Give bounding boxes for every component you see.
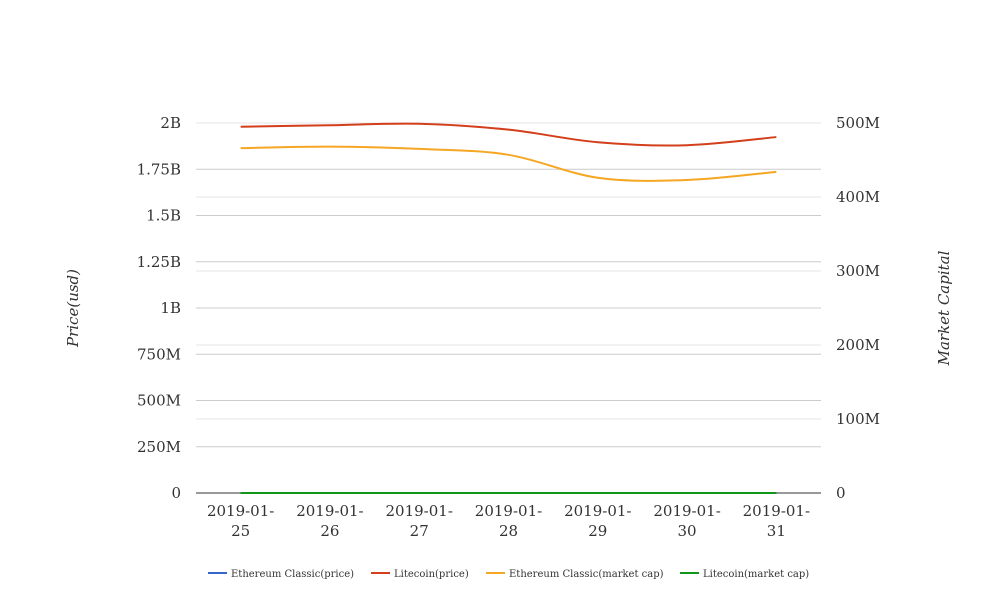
y2-tick-label: 200M <box>836 336 880 354</box>
y2-tick-label: 100M <box>836 410 880 428</box>
y2-tick-label: 400M <box>836 188 880 206</box>
y2-tick-label: 300M <box>836 262 880 280</box>
legend-item-ethereum-classic-market-cap[interactable]: Ethereum Classic(market cap) <box>486 569 664 580</box>
x-tick-label: 2019-01-26 <box>296 502 363 540</box>
y-tick-label: 1.75B <box>137 160 181 178</box>
legend-item-litecoin-market-cap[interactable]: Litecoin(market cap) <box>680 569 809 580</box>
x-tick-label: 2019-01-25 <box>207 502 274 540</box>
x-tick-label: 2019-01-30 <box>653 502 720 540</box>
y-tick-label: 0 <box>171 484 181 502</box>
y2-tick-label: 500M <box>836 114 880 132</box>
series-lines <box>240 122 777 495</box>
legend-label: Ethereum Classic(price) <box>231 569 354 580</box>
y-axis-title: Price(usd) <box>64 269 82 348</box>
y2-axis-title: Market Capital <box>935 250 953 366</box>
y-tick-label: 2B <box>160 114 181 132</box>
series-line-litecoin-price <box>240 122 777 147</box>
x-tick-label: 2019-01-29 <box>564 502 631 540</box>
y-tick-label: 1.5B <box>146 207 181 225</box>
y-tick-label: 1.25B <box>137 253 181 271</box>
y-tick-label: 750M <box>137 345 181 363</box>
x-axis-tick-labels: 2019-01-25 2019-01-26 2019-01-27 2019-01-28… <box>207 502 810 540</box>
x-tick-label: 2019-01-31 <box>743 502 810 540</box>
series-line-ethereum-classic-market-cap <box>240 145 777 182</box>
y2-tick-label: 0 <box>836 484 846 502</box>
y-tick-label: 250M <box>137 438 181 456</box>
right-axis-tick-labels: 0 100M 200M 300M 400M 500M <box>836 114 880 502</box>
left-axis-tick-labels: 0 250M 500M 750M 1B 1.25B 1.5B 1.75B 2B <box>137 114 181 502</box>
gridlines <box>196 122 821 448</box>
legend-label: Ethereum Classic(market cap) <box>509 569 664 580</box>
legend: Ethereum Classic(price) Litecoin(price) Et… <box>208 569 809 580</box>
legend-item-ethereum-classic-price[interactable]: Ethereum Classic(price) <box>208 569 354 580</box>
legend-label: Litecoin(market cap) <box>703 569 809 580</box>
y-tick-label: 500M <box>137 392 181 410</box>
x-tick-label: 2019-01-28 <box>475 502 542 540</box>
legend-item-litecoin-price[interactable]: Litecoin(price) <box>371 569 469 580</box>
x-tick-label: 2019-01-27 <box>386 502 453 540</box>
y-tick-label: 1B <box>160 299 181 317</box>
legend-label: Litecoin(price) <box>394 569 469 580</box>
